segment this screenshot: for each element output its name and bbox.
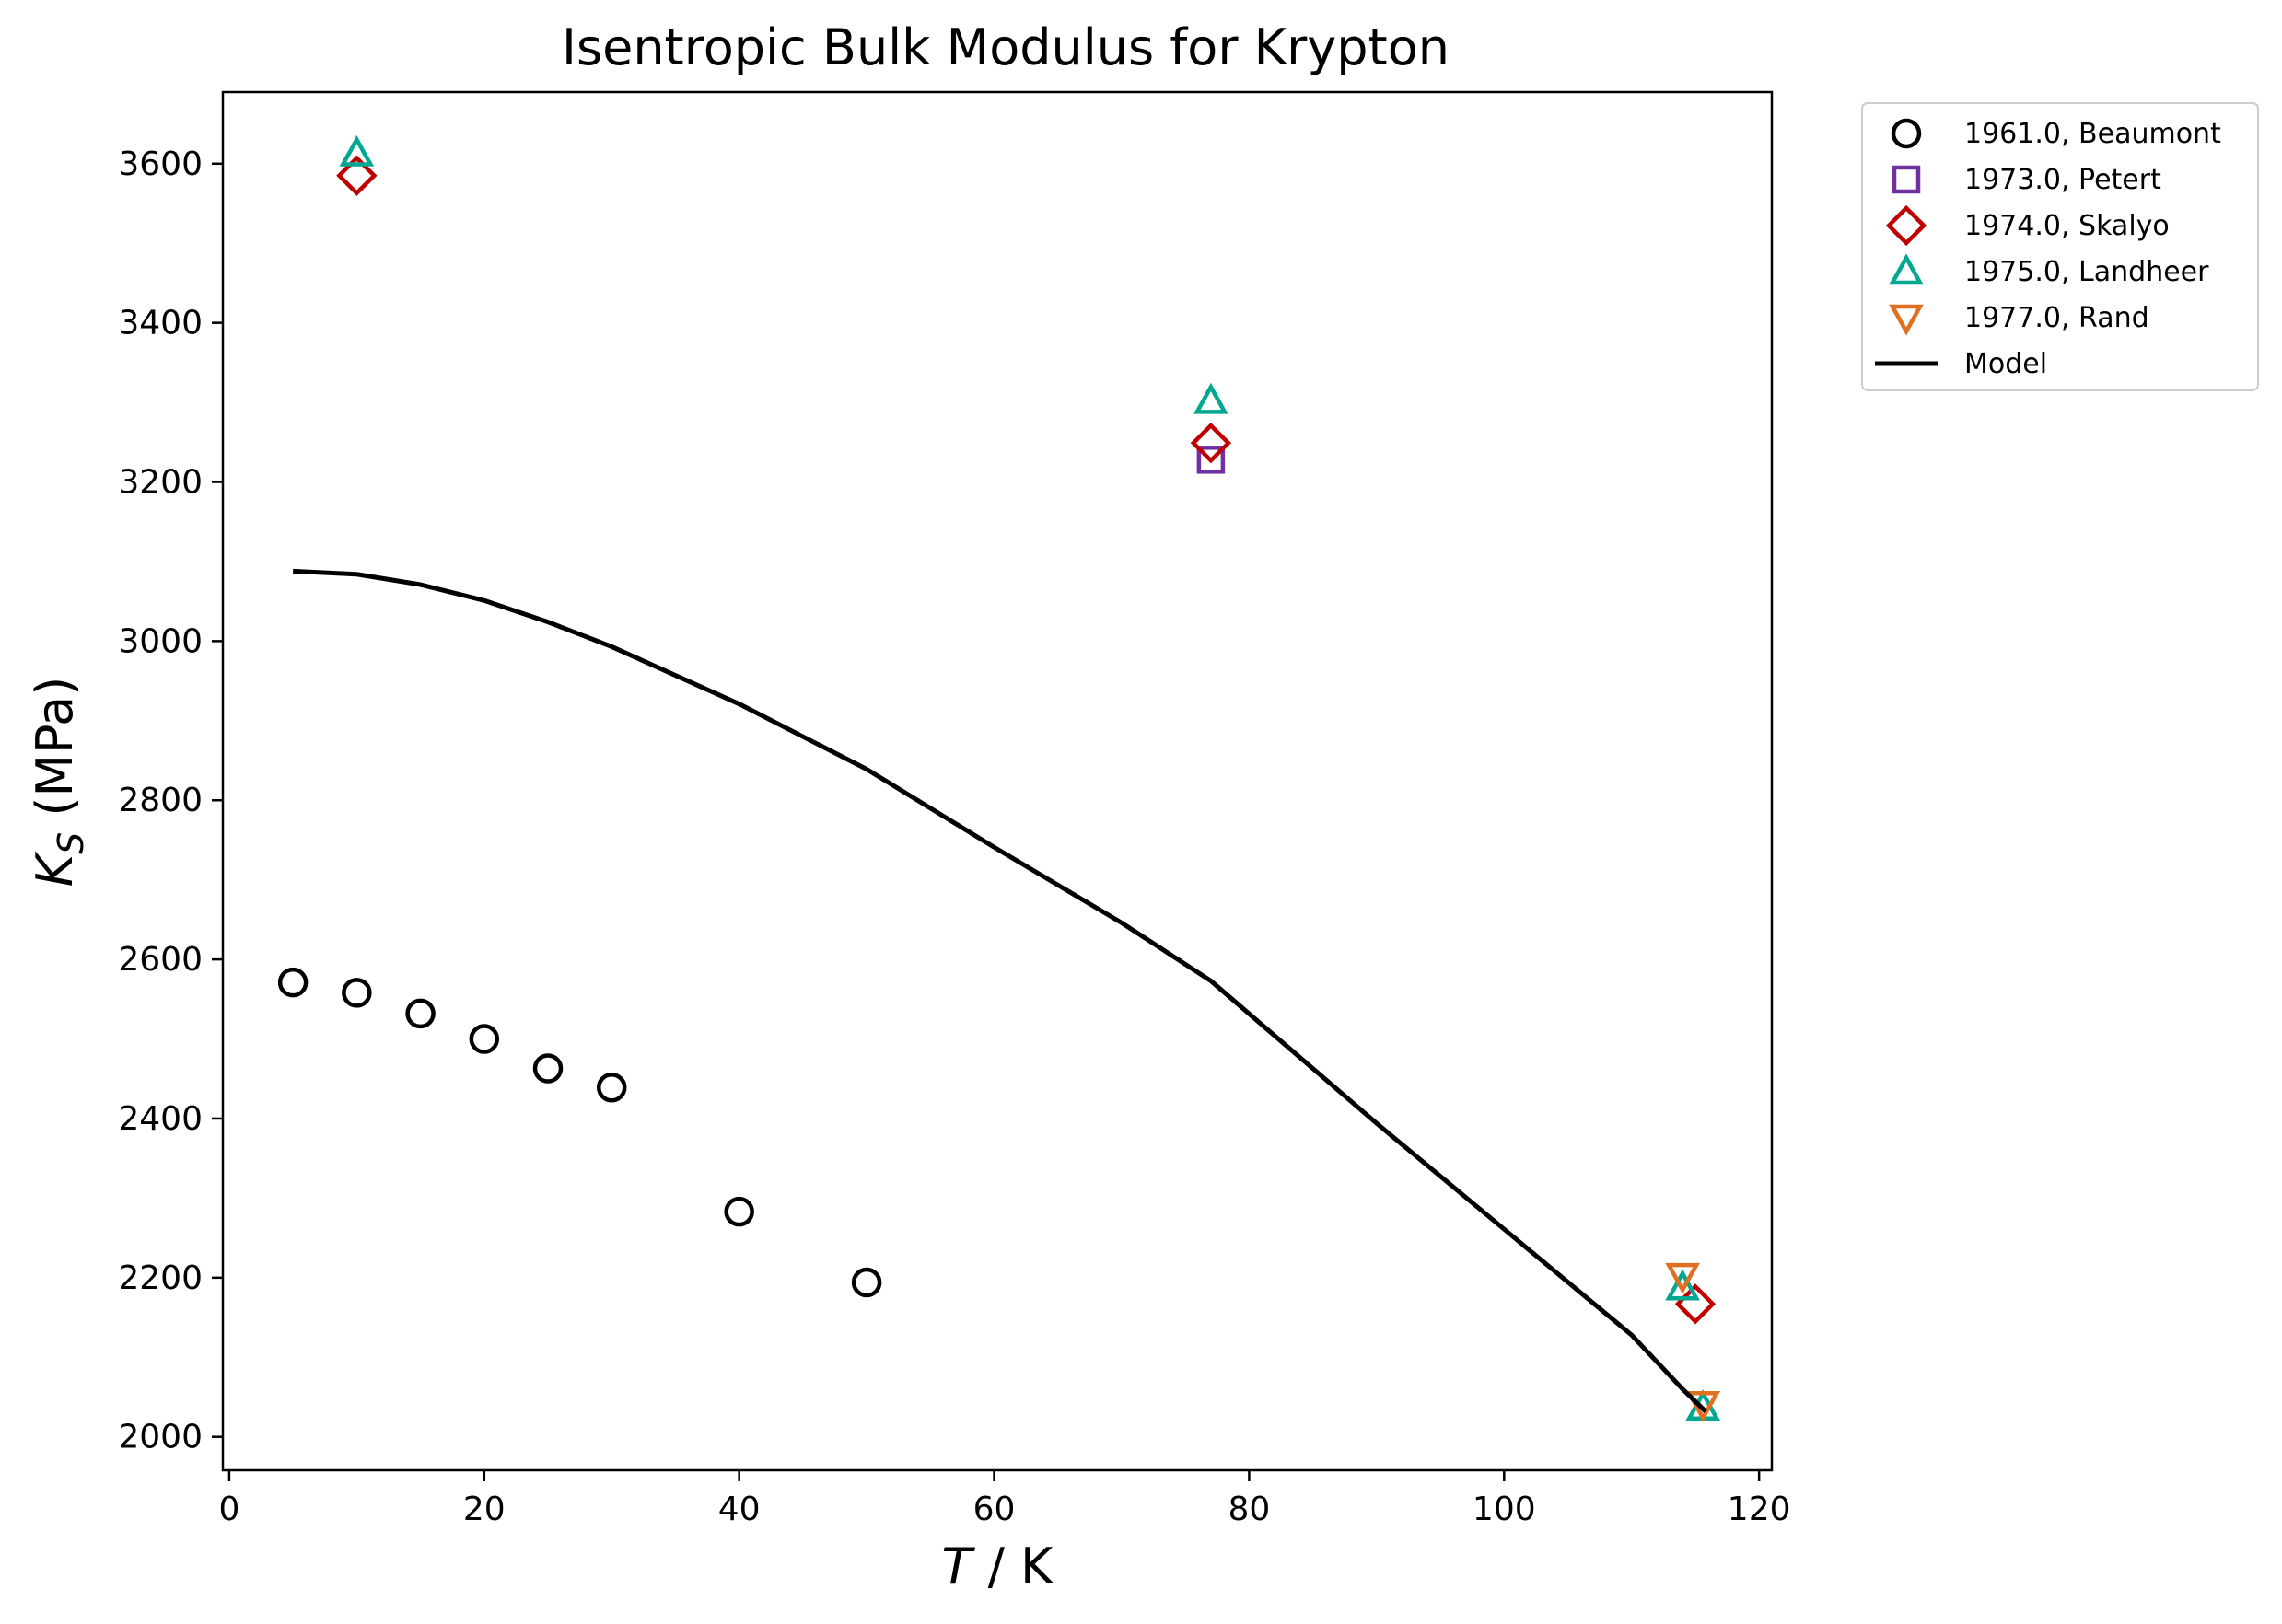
series-5: [293, 568, 1707, 1413]
y-axis-unit: (MPa): [26, 677, 84, 832]
data-point: [596, 1073, 627, 1103]
data-point: [405, 998, 436, 1029]
legend-label: 1974.0, Skalyo: [1964, 210, 2170, 242]
x-axis-unit: / K: [972, 1537, 1055, 1595]
data-point: [532, 1053, 564, 1084]
legend-swatch: [1889, 304, 1924, 336]
y-tick-label: 2000: [118, 1419, 203, 1456]
legend-swatch: [1891, 118, 1922, 149]
legend: 1961.0, Beaumont 1973.0, Petert 1974.0, Sk…: [1861, 102, 2259, 391]
y-tick-label: 3000: [118, 622, 203, 660]
legend-label: 1975.0, Landheer: [1964, 256, 2209, 288]
y-axis-label: KS (MPa): [26, 677, 91, 887]
data-point: [1190, 422, 1232, 464]
y-axis-variable: K: [26, 851, 84, 887]
x-tick-label: 60: [973, 1491, 1016, 1528]
x-tick-label: 20: [463, 1491, 506, 1528]
y-tick-label: 2600: [118, 941, 203, 979]
y-axis-subscript: S: [51, 832, 91, 854]
legend-label: 1977.0, Rand: [1964, 302, 2149, 334]
x-tick-label: 80: [1228, 1491, 1271, 1528]
plot-frame: [221, 90, 1774, 1472]
x-tick-label: 0: [218, 1491, 239, 1528]
series-0: [277, 967, 882, 1298]
x-axis-variable: T: [942, 1537, 976, 1595]
data-point: [1665, 1269, 1700, 1301]
legend-swatch: [1885, 204, 1927, 247]
x-axis: 0 20 40 60 80 100 120: [218, 1470, 1791, 1528]
data-point: [339, 134, 375, 167]
data-point: [724, 1196, 754, 1227]
x-tick-label: 40: [718, 1491, 761, 1528]
data-point: [1685, 1391, 1721, 1422]
data-point: [277, 967, 309, 998]
data-point: [469, 1024, 500, 1054]
y-tick-label: 3600: [118, 145, 203, 183]
y-tick-label: 2400: [118, 1100, 203, 1138]
y-tick-label: 2200: [118, 1259, 203, 1297]
legend-label: 1961.0, Beaumont: [1964, 118, 2221, 150]
legend-box: [1861, 102, 2259, 391]
y-tick-label: 2800: [118, 782, 203, 819]
series-1: [1196, 446, 1226, 474]
x-tick-label: 120: [1728, 1491, 1791, 1528]
legend-label: 1973.0, Petert: [1964, 164, 2161, 196]
legend-swatch: [1892, 165, 1921, 194]
legend-swatch: [1889, 253, 1924, 285]
data-point: [1193, 382, 1228, 414]
y-axis: 2000 2200 2400 2600 2800 3000 3200 3400 3600: [118, 145, 223, 1456]
data-point: [851, 1267, 882, 1298]
data-point: [342, 978, 372, 1008]
y-tick-label: 3400: [118, 305, 203, 342]
data-point: [1196, 446, 1226, 474]
legend-label: Model: [1964, 348, 2047, 380]
data-point: [336, 155, 378, 196]
plot-area: [277, 134, 1721, 1422]
y-tick-label: 3200: [118, 464, 203, 502]
data-point: [1665, 1262, 1700, 1294]
x-tick-label: 100: [1473, 1491, 1536, 1528]
series-4: [1665, 1262, 1721, 1422]
model-line: [293, 568, 1707, 1413]
chart-title: Isentropic Bulk Modulus for Krypton: [562, 18, 1450, 76]
x-axis-label: T / K: [942, 1537, 1055, 1595]
